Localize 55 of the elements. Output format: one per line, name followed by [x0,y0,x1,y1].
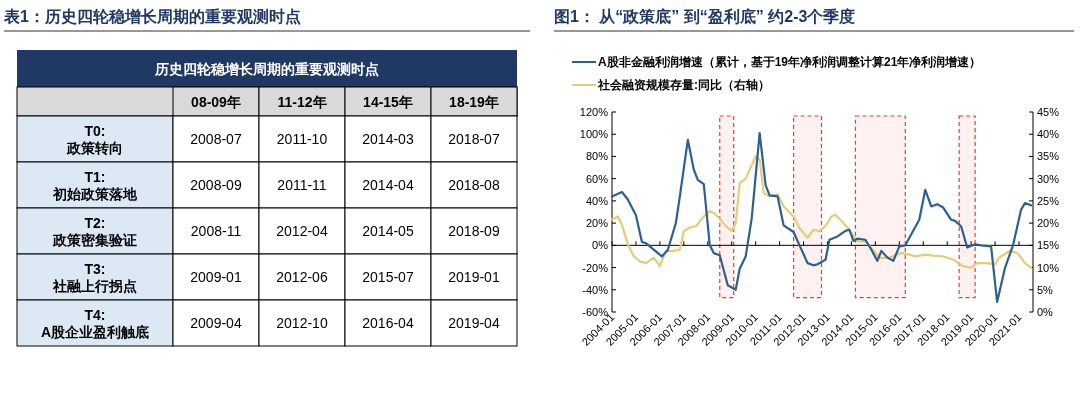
y-tick-label: 60% [585,172,609,185]
y-tick-label: -40% [582,283,609,296]
chart-title: 图1： 从“政策底” 到“盈利底” 约2-3个季度 [554,7,856,25]
text: 表1：历史四轮稳增长周期的重要观测时点 [3,8,301,26]
text: 2018-09 [448,223,500,239]
text: 2012-06 [276,269,328,285]
y2-tick-label: 15% [1037,239,1060,252]
text: 2018-07 [448,131,500,147]
line-series [610,155,1033,269]
category-label: 14-15年 [363,94,413,110]
y-tick-label: 120% [579,106,609,118]
y2-tick-label: 35% [1037,150,1060,163]
text: 2008-11 [190,223,242,239]
category-label: T3: 社融上行拐点 [53,260,137,294]
y2-tick-label: 20% [1037,217,1060,230]
y-tick-label: -20% [582,261,609,274]
category-label: 18-19年 [449,94,499,110]
text: 2015-07 [362,269,414,285]
category-label: T2: 政策密集验证 [53,214,137,248]
category-label: T1: 初始政策落地 [53,168,137,202]
text: 2011-10 [276,131,328,147]
y2-tick-label: 10% [1037,261,1060,274]
text: 2009-01 [190,269,242,285]
y2-tick-label: 5% [1037,283,1054,296]
text: 历史四轮稳增长周期的重要观测时点 [154,61,379,77]
text: 2018-08 [448,177,500,193]
legend-label: 社会融资规模存量:同比（右轴） [597,78,770,92]
y2-tick-label: 25% [1037,194,1060,207]
category-label: T0: 政策转向 [67,122,123,156]
y2-tick-label: 30% [1037,172,1060,185]
text: 2019-01 [448,269,500,285]
line-series [610,132,1033,304]
text: 2012-10 [276,315,328,331]
text: 2016-04 [362,315,414,331]
text: 2009-04 [190,315,242,331]
category-label: T4: A股企业盈利触底 [40,306,150,340]
y-tick-label: 100% [579,128,609,141]
text: 2014-05 [362,223,414,239]
legend-label: A股非金融利润增速（累计，基于19年净利润调整计算21年净利润增速） [598,55,982,69]
text: 2008-07 [190,131,242,147]
y-tick-label: 20% [585,217,609,230]
text: 2011-11 [277,177,327,193]
text: 2012-04 [276,223,328,239]
text: 2008-09 [190,177,242,193]
category-label: 11-12年 [277,94,327,110]
text: 2014-03 [362,131,414,147]
y-tick-label: 0% [592,239,609,252]
y2-tick-label: 45% [1037,106,1060,118]
y2-tick-label: 0% [1037,306,1054,318]
y2-tick-label: 40% [1037,128,1060,141]
y-tick-label: 80% [585,150,609,163]
category-label: 08-09年 [191,94,241,110]
text: 2019-04 [448,315,500,331]
text: 2014-04 [362,177,414,193]
y-tick-label: 40% [585,194,609,207]
